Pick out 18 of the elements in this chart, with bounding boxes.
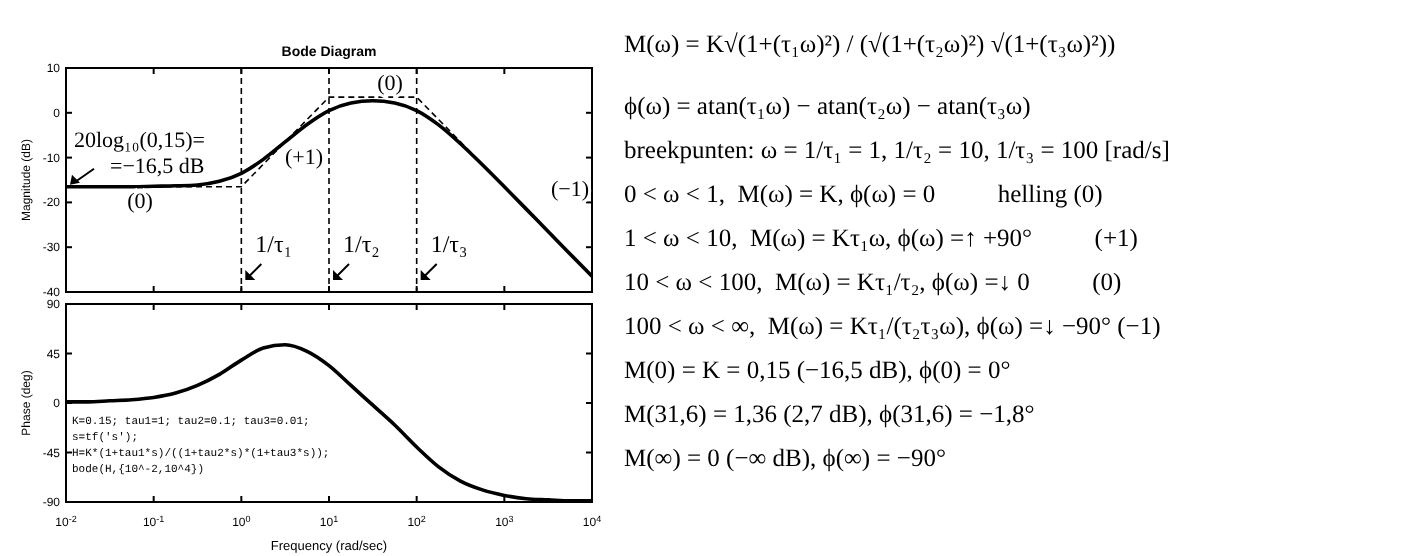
ref-line-label: 1/τ₂ bbox=[343, 230, 380, 258]
annotation: (0) bbox=[377, 72, 404, 96]
text: M(∞) = 0 (−∞ dB), ϕ(∞) = −90° bbox=[624, 444, 946, 472]
text: ϕ(ω) = atan(τ₁ω) − atan(τ₂ω) − atan(τ₃ω) bbox=[624, 92, 1031, 120]
ref-line-label: 1/τ₃ bbox=[430, 230, 468, 258]
annotation: 20log₁₀(0,15)= =−16,5 dB bbox=[74, 128, 206, 179]
annotation: (−1) bbox=[550, 178, 590, 202]
text: M(0) = K = 0,15 (−16,5 dB), ϕ(0) = 0° bbox=[624, 356, 1011, 384]
text: breekpunten: ω = 1/τ₁ = 1, 1/τ₂ = 10, 1/τ₃ = 100 [rad/s] bbox=[624, 136, 1170, 164]
text: 1 < ω < 10, M(ω) = Kτ₁ω, ϕ(ω) =↑ +90° (+1) bbox=[624, 224, 1138, 252]
text: 0 < ω < 1, M(ω) = K, ϕ(ω) = 0 helling (0) bbox=[624, 180, 1103, 208]
text: M(31,6) = 1,36 (2,7 dB), ϕ(31,6) = −1,8° bbox=[624, 400, 1035, 428]
text: 100 < ω < ∞, M(ω) = Kτ₁/(τ₂τ₃ω), ϕ(ω) =↓ −90° (−1) bbox=[624, 312, 1161, 340]
annotation: (+1) bbox=[284, 146, 324, 170]
text: M(ω) = K√(1+(τ₁ω)²) / (√(1+(τ₂ω)²) √(1+(τ₃ω)²)) bbox=[624, 30, 1116, 58]
annotation: (0) bbox=[127, 190, 154, 214]
ref-line-label: 1/τ₁ bbox=[255, 230, 293, 258]
text: 10 < ω < 100, M(ω) = Kτ₁/τ₂, ϕ(ω) =↓ 0 (0) bbox=[624, 268, 1122, 296]
